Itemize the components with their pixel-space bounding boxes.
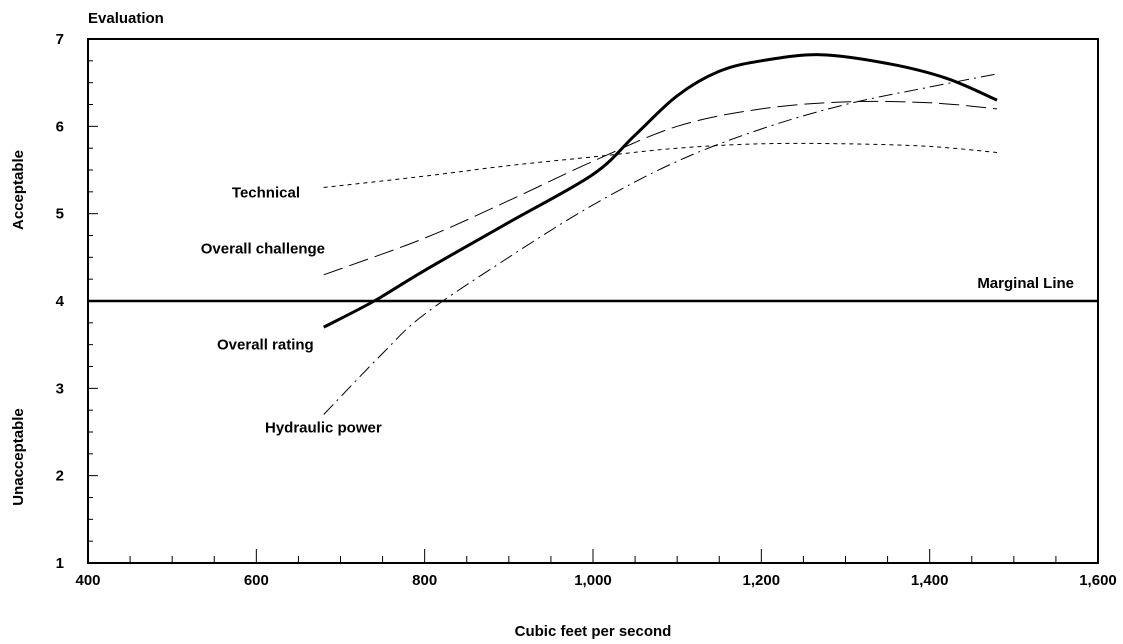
y-tick-label: 2 xyxy=(56,468,64,485)
x-tick-label: 1,000 xyxy=(574,572,612,589)
series-label-overall-rating: Overall rating xyxy=(217,337,314,354)
x-tick-label: 400 xyxy=(75,572,100,589)
series-label-technical: Technical xyxy=(232,185,300,202)
unacceptable-region-label: Unacceptable xyxy=(10,408,27,506)
x-tick-label: 600 xyxy=(244,572,269,589)
series-line-hydraulic-power xyxy=(323,73,998,415)
y-tick-label: 6 xyxy=(56,118,64,135)
x-axis: 400 600 800 1,000 1,200 1,400 1,600 xyxy=(75,549,1117,589)
x-tick-label: 1,400 xyxy=(911,572,949,589)
series-label-hydraulic-power: Hydraulic power xyxy=(265,420,382,437)
acceptable-region-label: Acceptable xyxy=(10,150,27,230)
series-label-overall-challenge: Overall challenge xyxy=(201,241,325,258)
x-tick-label: 1,600 xyxy=(1079,572,1117,589)
y-tick-label: 4 xyxy=(56,293,65,310)
y-tick-label: 1 xyxy=(56,555,64,572)
y-tick-label: 3 xyxy=(56,380,64,397)
y-axis-title: Evaluation xyxy=(88,10,164,27)
series-line-overall-rating xyxy=(323,53,998,329)
series-line-overall-challenge xyxy=(323,100,998,276)
x-tick-label: 800 xyxy=(412,572,437,589)
series-line-technical xyxy=(323,142,998,188)
x-axis-title: Cubic feet per second xyxy=(515,623,672,640)
x-tick-label: 1,200 xyxy=(743,572,781,589)
y-tick-label: 7 xyxy=(56,31,64,48)
series-labels: Overall rating Overall challenge Technical… xyxy=(201,185,382,437)
y-tick-label: 5 xyxy=(56,206,64,223)
series-layer xyxy=(323,53,998,415)
marginal-line-label: Marginal Line xyxy=(977,275,1074,292)
